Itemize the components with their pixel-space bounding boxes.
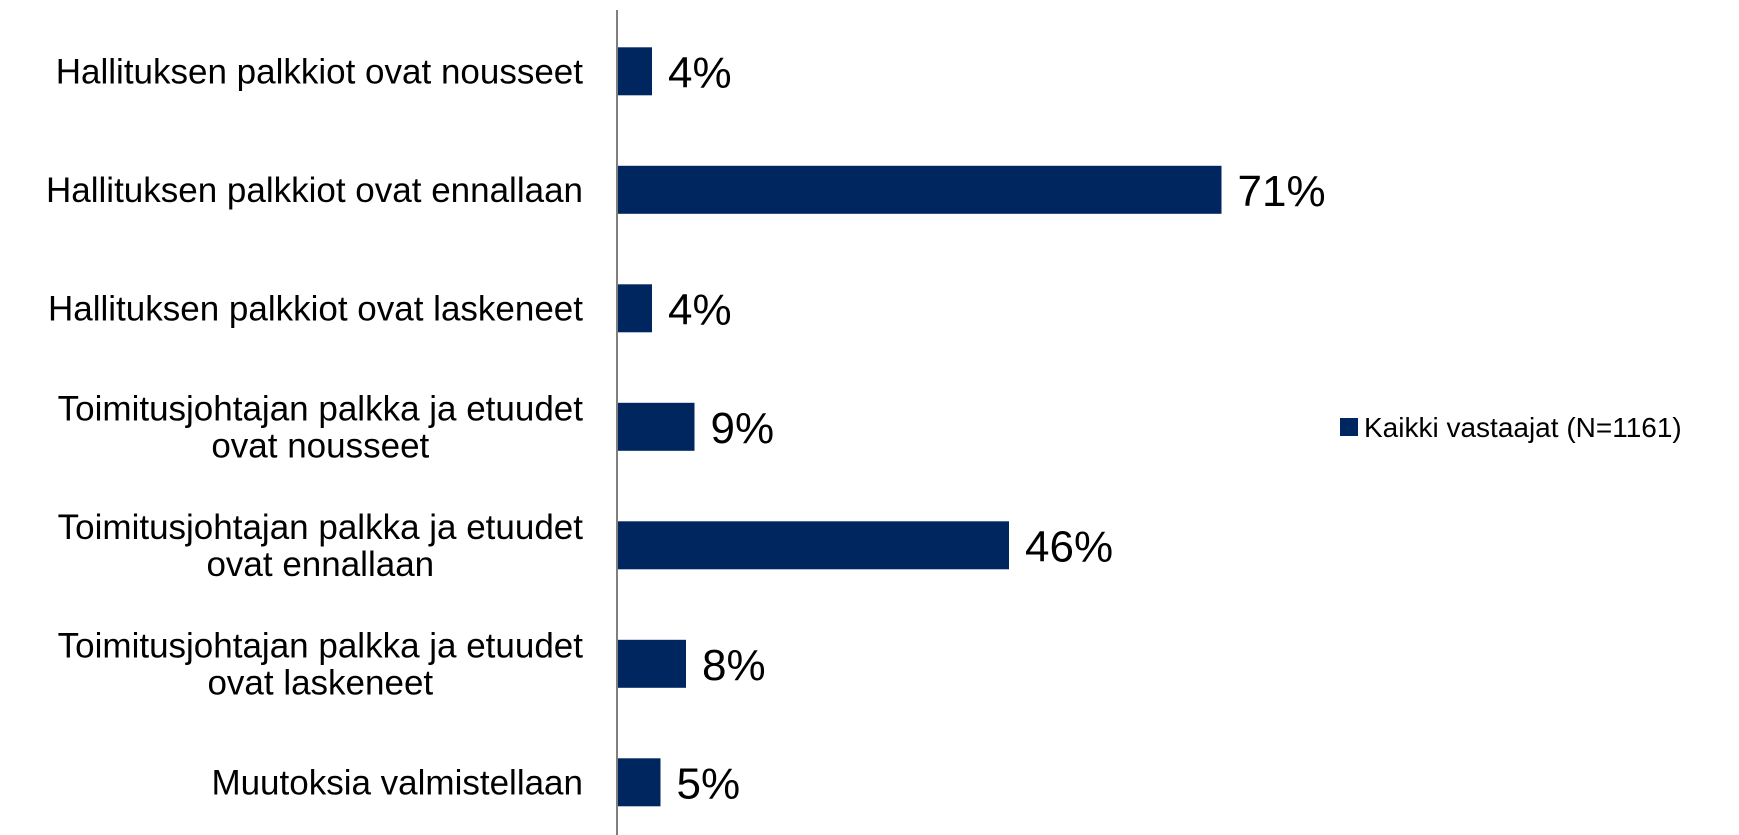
data-label-7: 5% bbox=[677, 759, 741, 808]
category-label-6-line-2: ovat laskeneet bbox=[207, 663, 433, 702]
legend-swatch bbox=[1340, 418, 1358, 436]
data-label-2: 71% bbox=[1238, 167, 1326, 216]
bar-1 bbox=[618, 47, 652, 96]
bar-6 bbox=[618, 639, 686, 688]
legend: Kaikki vastaajat (N=1161) bbox=[1340, 412, 1682, 443]
category-label-4-line-1: Toimitusjohtajan palkka ja etuudet bbox=[58, 389, 584, 428]
bars-group: 4% 71% 4% 9% 46% 8% 5% bbox=[618, 47, 1326, 808]
bar-4 bbox=[618, 402, 695, 451]
bar-7 bbox=[618, 758, 661, 807]
category-label-1: Hallituksen palkkiot ovat nousseet bbox=[56, 52, 584, 91]
category-label-7: Muutoksia valmistellaan bbox=[211, 763, 583, 802]
category-label-2: Hallituksen palkkiot ovat ennallaan bbox=[46, 171, 583, 210]
category-label-5-line-2: ovat ennallaan bbox=[206, 545, 434, 584]
bar-5 bbox=[618, 521, 1009, 570]
data-label-5: 46% bbox=[1025, 522, 1113, 571]
bar-2 bbox=[618, 165, 1222, 214]
category-label-5-line-1: Toimitusjohtajan palkka ja etuudet bbox=[58, 508, 584, 547]
data-label-4: 9% bbox=[711, 404, 775, 453]
data-label-3: 4% bbox=[668, 285, 732, 334]
bar-3 bbox=[618, 284, 652, 333]
data-label-1: 4% bbox=[668, 48, 732, 97]
category-label-6-line-1: Toimitusjohtajan palkka ja etuudet bbox=[58, 626, 584, 665]
legend-label: Kaikki vastaajat (N=1161) bbox=[1364, 412, 1682, 443]
category-label-4-line-2: ovat nousseet bbox=[211, 426, 429, 465]
data-label-6: 8% bbox=[702, 641, 766, 690]
category-labels-group: Hallituksen palkkiot ovat nousseet Hallit… bbox=[46, 52, 583, 802]
category-label-3: Hallituksen palkkiot ovat laskeneet bbox=[48, 289, 583, 328]
